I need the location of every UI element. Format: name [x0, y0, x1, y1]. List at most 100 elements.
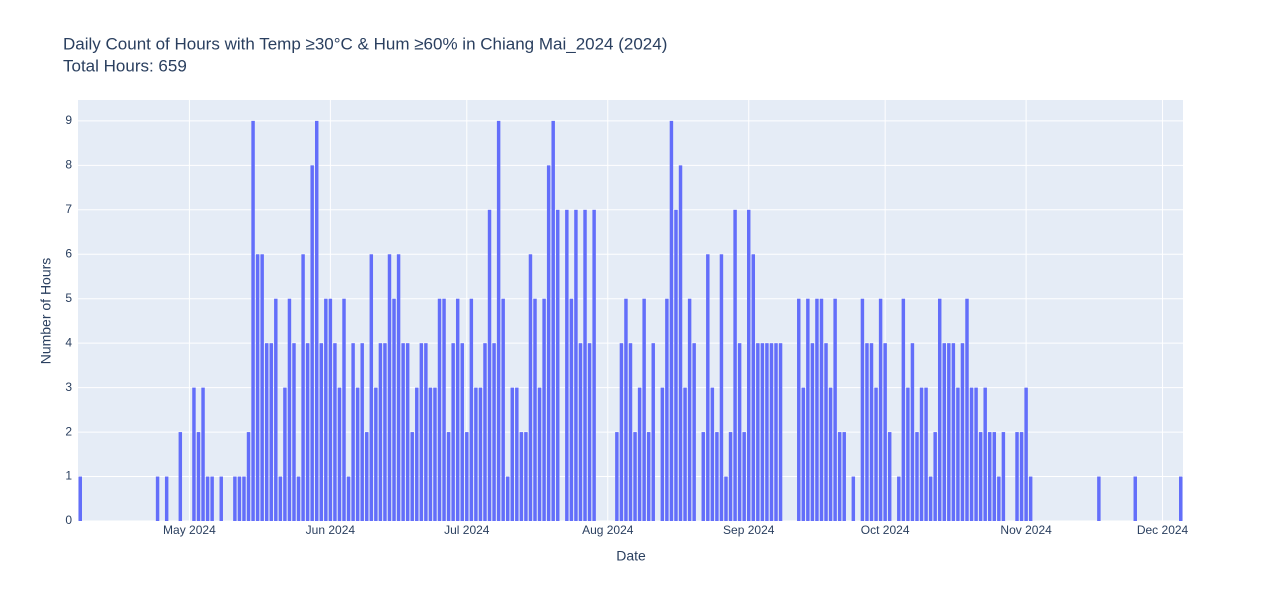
bar — [328, 298, 333, 521]
bar — [419, 343, 424, 521]
bar — [383, 343, 387, 521]
bar — [515, 387, 519, 521]
x-tick-label: Jun 2024 — [306, 523, 356, 537]
bar — [355, 387, 360, 521]
bar — [542, 298, 546, 521]
bar — [205, 476, 210, 521]
bar — [992, 432, 997, 521]
y-tick-label: 8 — [65, 158, 72, 172]
bar — [278, 476, 283, 521]
bar — [301, 254, 305, 521]
bar — [828, 387, 833, 521]
bar — [255, 254, 260, 521]
bar — [333, 343, 337, 521]
bar — [1133, 476, 1137, 521]
y-axis-title: Number of Hours — [38, 258, 54, 365]
bar — [756, 343, 760, 521]
bar — [860, 298, 865, 521]
bar — [1178, 476, 1183, 521]
bar — [1097, 476, 1101, 521]
bar — [342, 298, 346, 521]
bar — [824, 343, 828, 521]
bar — [196, 432, 201, 521]
bar — [387, 254, 392, 521]
bar — [728, 432, 733, 521]
bar — [410, 432, 414, 521]
bar — [537, 387, 542, 521]
bar — [806, 298, 810, 521]
x-axis-title: Date — [616, 548, 646, 564]
bar — [683, 387, 687, 521]
bar — [715, 432, 719, 521]
bar — [883, 343, 887, 521]
bar — [455, 298, 460, 521]
bar — [396, 254, 401, 521]
bar — [960, 343, 965, 521]
bar — [424, 343, 428, 521]
bar — [624, 298, 628, 521]
bar — [233, 476, 237, 521]
bar — [178, 432, 183, 521]
bar — [501, 298, 505, 521]
bar — [237, 476, 242, 521]
bar — [374, 387, 378, 521]
bar — [269, 343, 273, 521]
bar — [633, 432, 637, 521]
bar — [797, 298, 801, 521]
bar — [315, 120, 319, 521]
y-tick-label: 2 — [65, 424, 72, 438]
bar — [546, 165, 551, 521]
bar — [865, 343, 869, 521]
bar — [164, 476, 169, 521]
bar — [378, 343, 383, 521]
bar — [465, 432, 469, 521]
bar — [942, 343, 946, 521]
bar — [264, 343, 269, 521]
bar — [887, 432, 892, 521]
bar — [719, 254, 724, 521]
bar — [737, 343, 742, 521]
bar — [1028, 476, 1033, 521]
bar — [392, 298, 396, 521]
bar — [365, 432, 369, 521]
bar — [615, 432, 619, 521]
bar — [965, 298, 969, 521]
x-tick-label: Oct 2024 — [861, 523, 910, 537]
bar — [528, 254, 533, 521]
bar — [837, 432, 842, 521]
bar — [492, 343, 496, 521]
bar — [810, 343, 815, 521]
bar — [556, 209, 560, 521]
bar — [401, 343, 405, 521]
bar — [487, 209, 492, 521]
bar — [724, 476, 728, 521]
bar — [974, 387, 978, 521]
bar — [451, 343, 455, 521]
bar — [924, 387, 928, 521]
bar — [251, 120, 255, 521]
bar — [1019, 432, 1024, 521]
bar — [519, 432, 524, 521]
bar — [510, 387, 514, 521]
bar — [1024, 387, 1028, 521]
bar — [274, 298, 278, 521]
bar — [769, 343, 774, 521]
bar — [774, 343, 778, 521]
bar — [1015, 432, 1019, 521]
bar — [642, 298, 646, 521]
bar — [1001, 432, 1006, 521]
bar — [906, 387, 910, 521]
bar — [915, 432, 919, 521]
bar — [369, 254, 374, 521]
bar — [442, 298, 446, 521]
y-tick-label: 7 — [65, 202, 72, 216]
bar — [937, 298, 942, 521]
bar — [351, 343, 355, 521]
bar — [437, 298, 442, 521]
bar — [710, 387, 715, 521]
bar — [765, 343, 769, 521]
bar — [833, 298, 837, 521]
bar — [665, 298, 669, 521]
bar — [742, 432, 746, 521]
